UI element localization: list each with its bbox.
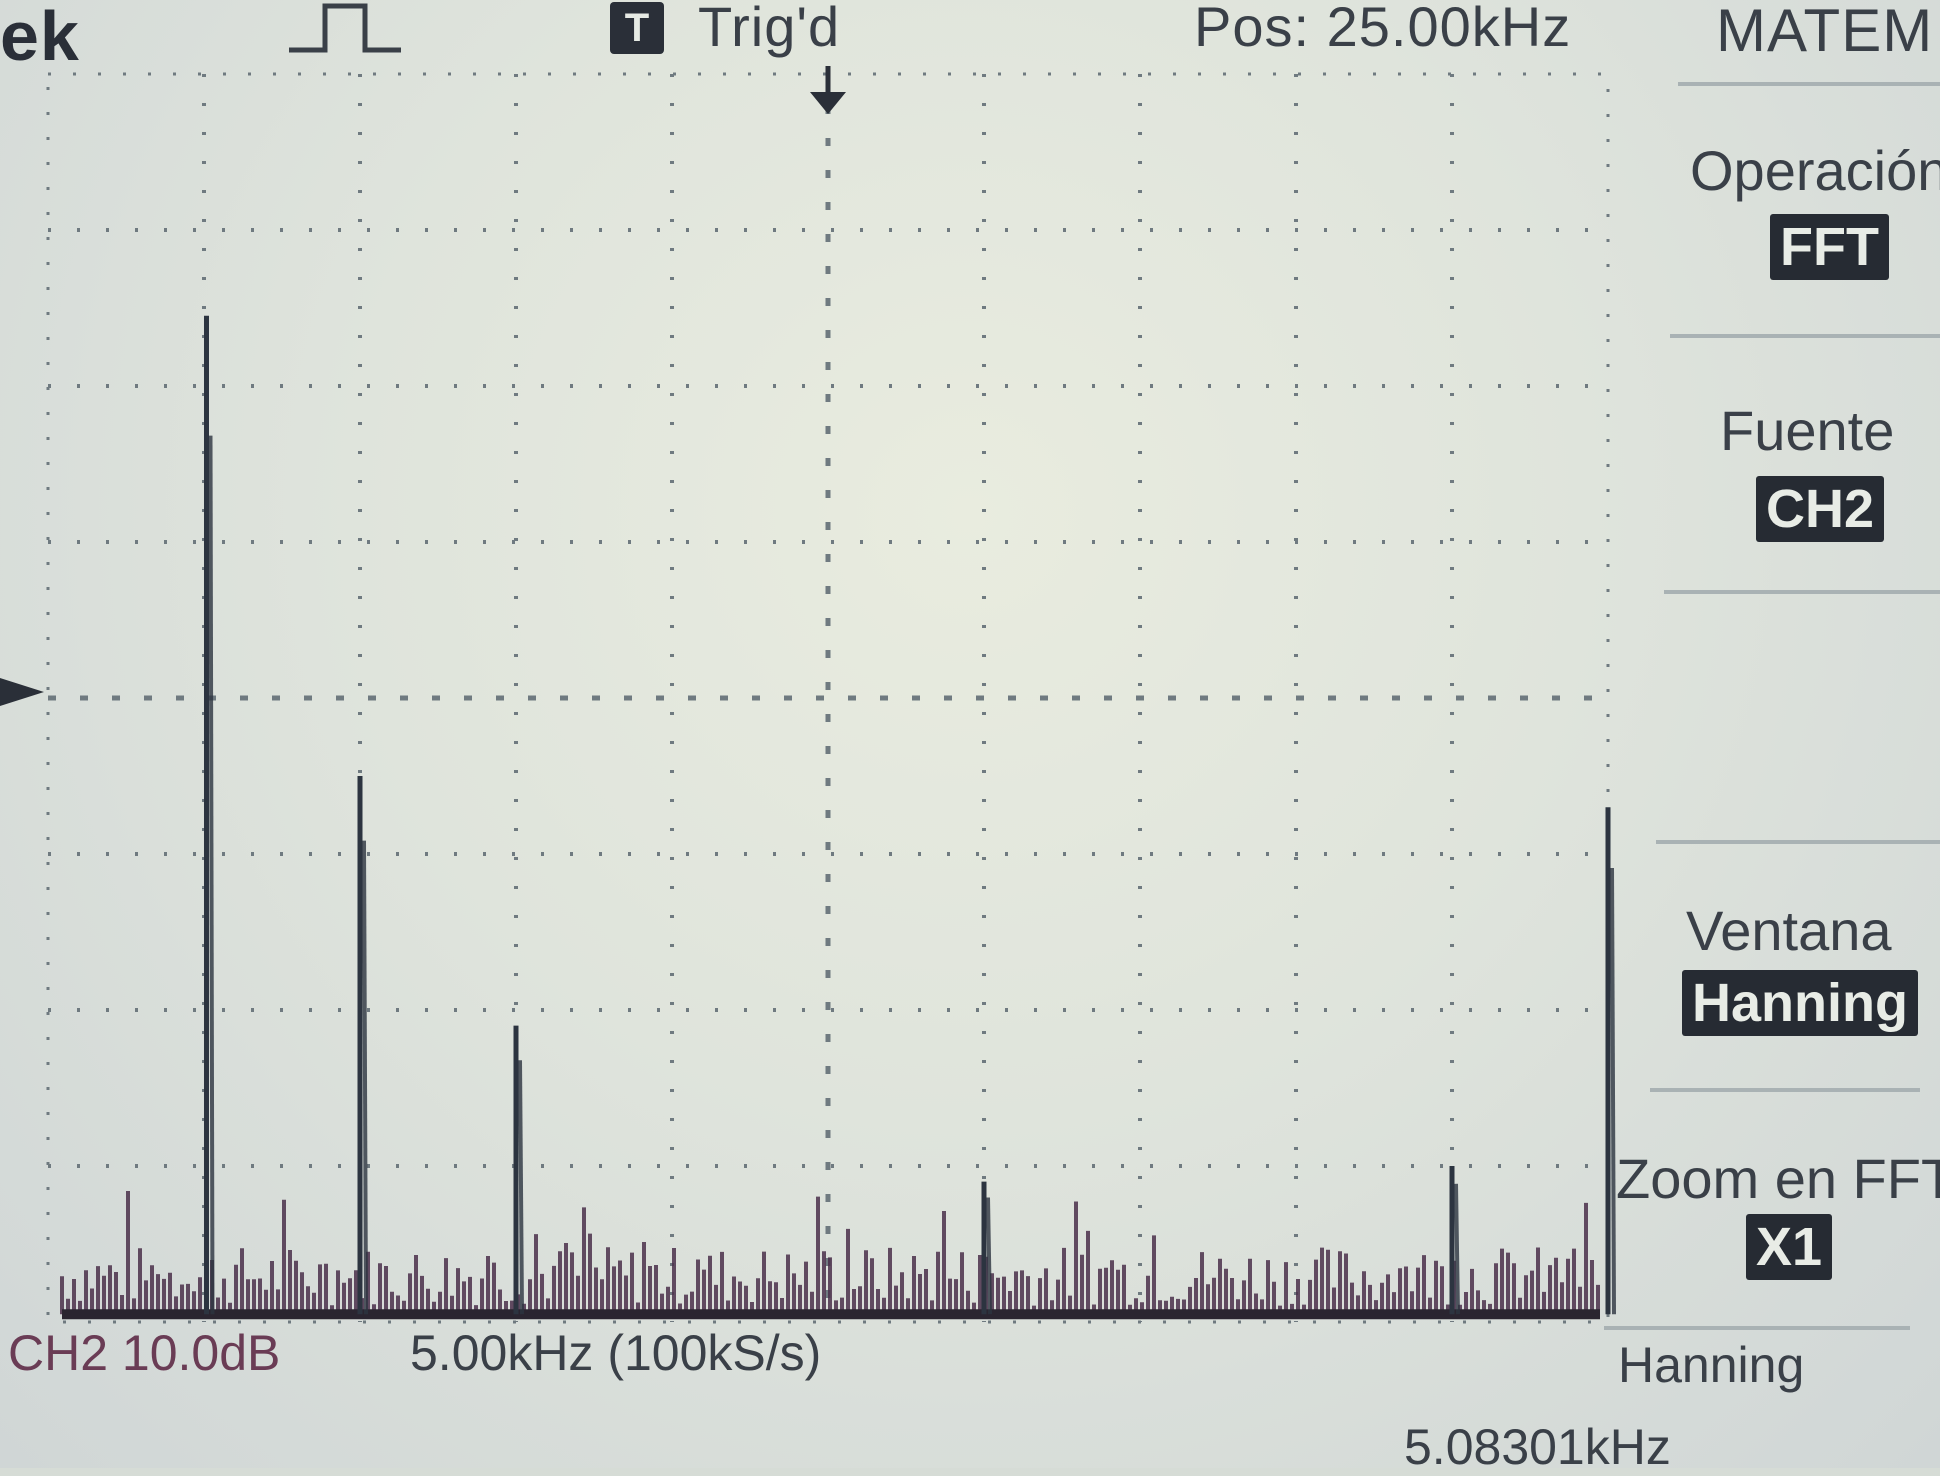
position-readout: Pos: 25.00kHz (1194, 0, 1572, 58)
menu-label-window: Ventana (1686, 899, 1892, 962)
menu-button-operation[interactable]: FFT (1770, 214, 1889, 280)
menu-button-window[interactable]: Hanning (1682, 970, 1918, 1036)
spectral-peak-shoulder (1454, 1183, 1460, 1315)
menu-separator (1664, 590, 1940, 594)
menu-separator (1670, 334, 1940, 338)
menu-button-source[interactable]: CH2 (1756, 476, 1885, 542)
menu-label-operation: Operación (1690, 139, 1940, 202)
menu-separator (1678, 82, 1940, 86)
frequency-scale-readout: 5.00kHz (100kS/s) (410, 1325, 822, 1381)
window-readout: Hanning (1618, 1337, 1805, 1393)
menu-separator (1656, 840, 1940, 844)
channel-scale-readout: CH2 10.0dB (8, 1325, 281, 1381)
spectral-peak-shoulder (986, 1197, 992, 1315)
brand-logo: ek (0, 0, 80, 75)
trigger-status: Trig'd (698, 0, 841, 58)
cursor-frequency-readout: 5.08301kHz (1404, 1419, 1671, 1475)
spectral-peak-shoulder (1610, 868, 1616, 1315)
pulse-trigger-icon (289, 3, 401, 53)
spectral-peak-shoulder (518, 1060, 524, 1315)
menu-button-fft-zoom[interactable]: X1 (1746, 1214, 1833, 1280)
channel-level-marker-icon (0, 678, 44, 706)
menu-separator (1604, 1326, 1910, 1330)
menu-title: MATEM (1716, 0, 1934, 64)
spectral-peak-shoulder (362, 840, 368, 1315)
position-marker-icon (810, 92, 846, 114)
menu-label-source: Fuente (1720, 399, 1895, 462)
menu-separator (1650, 1088, 1920, 1092)
menu-label-fft-zoom: Zoom en FFT (1616, 1147, 1940, 1210)
trigger-badge: T (610, 2, 664, 54)
noise-floor-trace (60, 1191, 1600, 1315)
spectral-peak-shoulder (208, 435, 215, 1315)
